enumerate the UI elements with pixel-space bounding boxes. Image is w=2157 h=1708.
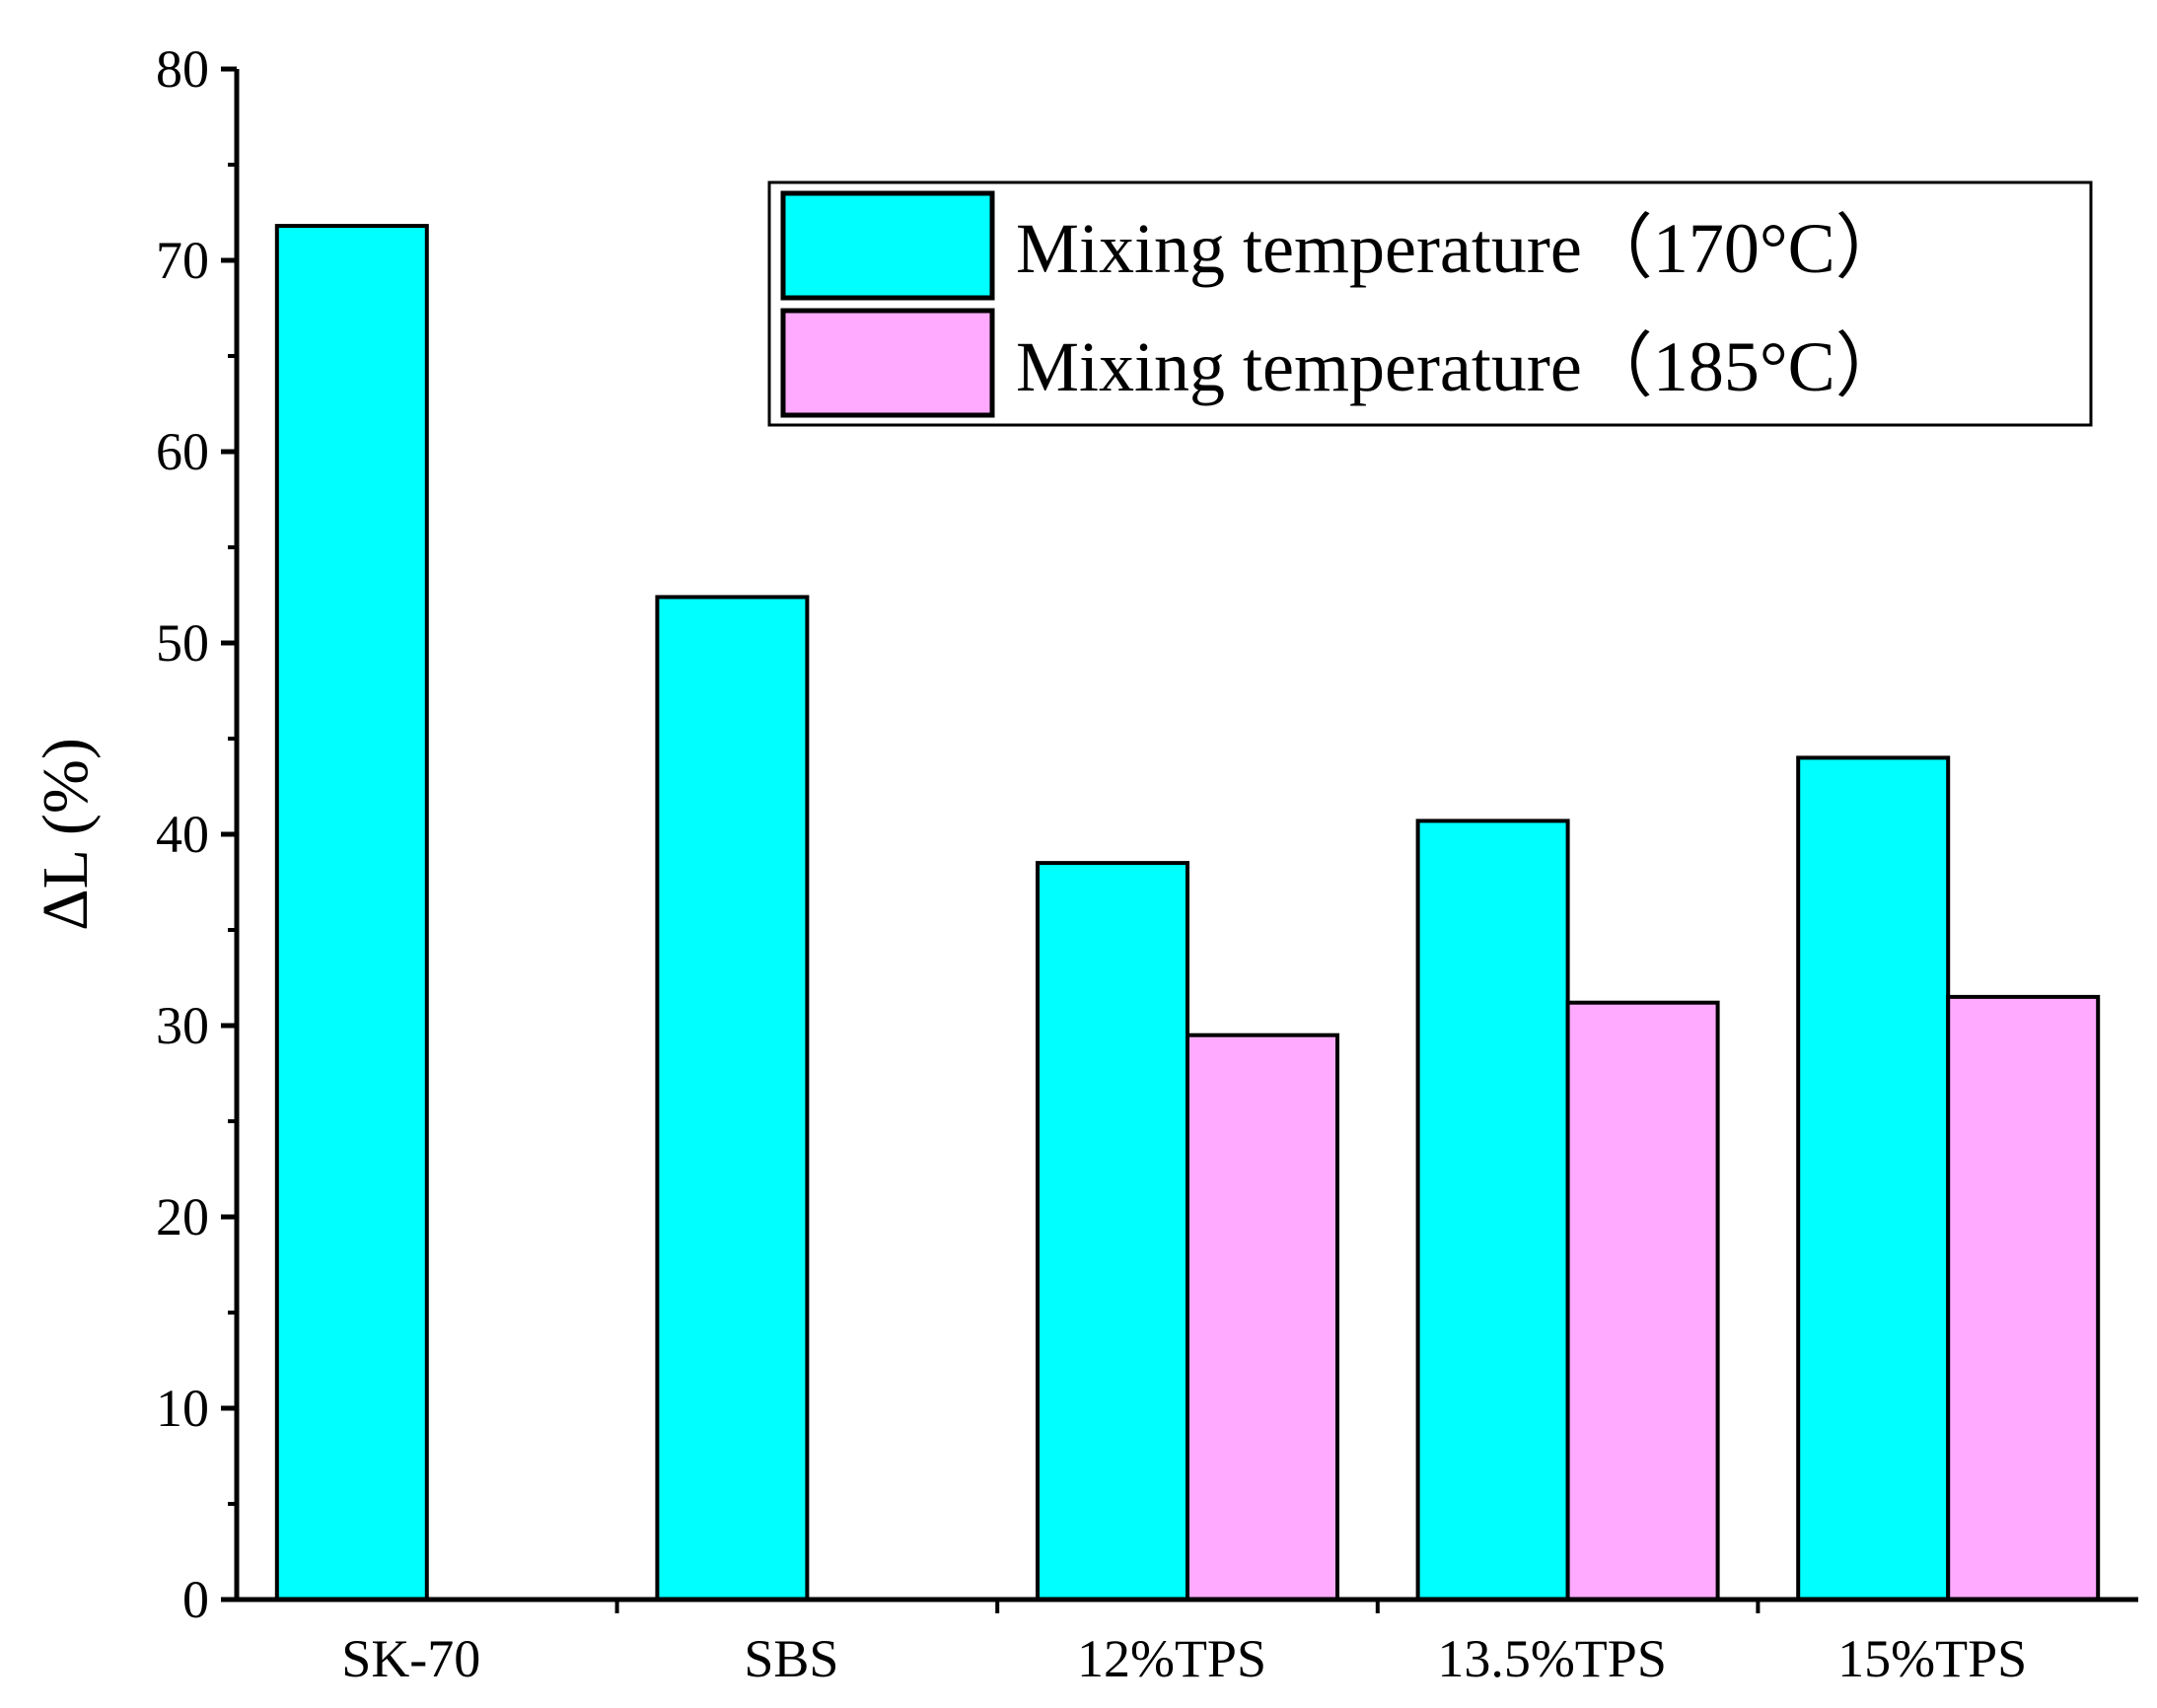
y-tick-label-20: 20 (156, 1187, 209, 1246)
bar-13.5%TPS-series-0 (1415, 818, 1570, 1601)
legend-swatch-170c (780, 190, 995, 301)
bars-layer (274, 224, 2101, 1602)
y-tick-label-10: 10 (156, 1379, 209, 1438)
y-tick-label-70: 70 (156, 231, 209, 290)
legend-swatch-185c (780, 308, 995, 418)
bar-15%TPS-series-1 (1946, 994, 2101, 1601)
x-ticks-layer: SK-70 SBS 12%TPS 13.5%TPS 15%TPS (341, 1600, 2027, 1688)
x-category-label-1: SBS (744, 1629, 838, 1688)
legend-label-185c: Mixing temperature（185°C） (1016, 327, 1906, 406)
x-category-label-3: 13.5%TPS (1437, 1629, 1667, 1688)
y-tick-label-80: 80 (156, 39, 209, 99)
x-category-label-2: 12%TPS (1077, 1629, 1266, 1688)
x-category-label-0: SK-70 (341, 1629, 480, 1688)
bar-12%TPS-series-0 (1036, 861, 1189, 1601)
bar-SBS-series-0 (655, 595, 810, 1601)
y-tick-label-60: 60 (156, 422, 209, 481)
y-ticks-layer: 0 10 20 30 40 50 60 70 80 (156, 39, 237, 1629)
y-axis-title: ΔL (%) (30, 738, 102, 931)
y-tick-label-0: 0 (182, 1570, 209, 1629)
legend: Mixing temperature（170°C） Mixing tempera… (767, 180, 2093, 427)
bar-SK-70-series-0 (274, 224, 429, 1602)
x-category-label-4: 15%TPS (1837, 1629, 2027, 1688)
y-tick-label-50: 50 (156, 613, 209, 673)
bar-15%TPS-series-0 (1796, 755, 1951, 1601)
bar-12%TPS-series-1 (1186, 1032, 1339, 1601)
legend-label-170c: Mixing temperature（170°C） (1016, 209, 1906, 288)
y-tick-label-30: 30 (156, 996, 209, 1055)
bar-13.5%TPS-series-1 (1565, 1000, 1720, 1601)
y-tick-label-40: 40 (156, 805, 209, 864)
